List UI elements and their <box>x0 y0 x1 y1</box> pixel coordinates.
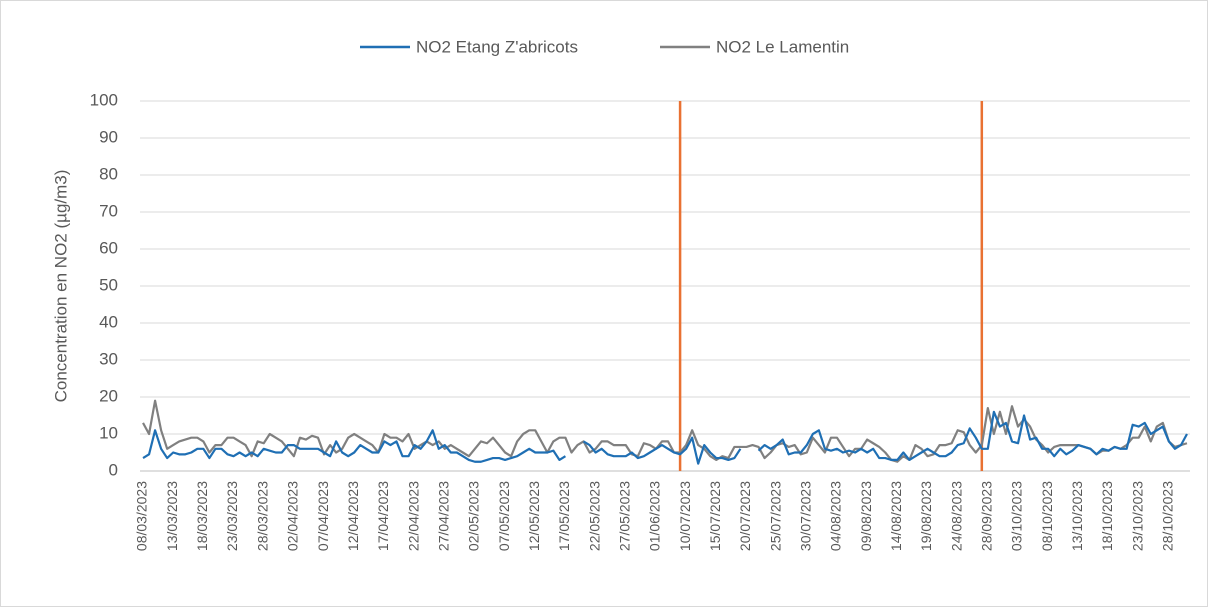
x-tick-label: 15/07/2023 <box>707 481 723 551</box>
x-tick-label: 12/05/2023 <box>526 481 542 551</box>
x-tick-label: 02/04/2023 <box>285 481 301 551</box>
x-tick-label: 17/05/2023 <box>556 481 572 551</box>
y-tick-label: 40 <box>99 312 118 331</box>
legend-label: NO2 Etang Z'abricots <box>416 37 578 56</box>
y-tick-label: 70 <box>99 201 118 220</box>
y-tick-label: 0 <box>109 460 118 479</box>
x-tick-label: 08/03/2023 <box>134 481 150 551</box>
x-tick-label: 23/03/2023 <box>224 481 240 551</box>
x-tick-label: 10/07/2023 <box>677 481 693 551</box>
y-tick-label: 10 <box>99 423 118 442</box>
y-tick-label: 80 <box>99 164 118 183</box>
x-tick-label: 19/08/2023 <box>918 481 934 551</box>
x-tick-label: 13/03/2023 <box>164 481 180 551</box>
y-tick-label: 30 <box>99 349 118 368</box>
y-axis-title: Concentration en NO2 (µg/m3) <box>51 170 70 403</box>
x-tick-label: 14/08/2023 <box>888 481 904 551</box>
x-tick-label: 04/08/2023 <box>828 481 844 551</box>
x-tick-label: 01/06/2023 <box>647 481 663 551</box>
x-tick-label: 28/03/2023 <box>254 481 270 551</box>
y-tick-label: 100 <box>90 90 118 109</box>
x-tick-label: 24/08/2023 <box>948 481 964 551</box>
x-tick-label: 07/04/2023 <box>315 481 331 551</box>
series-line <box>142 429 567 463</box>
y-tick-label: 60 <box>99 238 118 257</box>
y-tick-label: 90 <box>99 127 118 146</box>
x-tick-label: 03/10/2023 <box>1009 481 1025 551</box>
y-tick-label: 20 <box>99 386 118 405</box>
x-tick-label: 07/05/2023 <box>496 481 512 551</box>
x-tick-label: 17/04/2023 <box>375 481 391 551</box>
x-tick-label: 13/10/2023 <box>1069 481 1085 551</box>
legend-label: NO2 Le Lamentin <box>716 37 849 56</box>
x-tick-label: 18/03/2023 <box>194 481 210 551</box>
x-tick-label: 08/10/2023 <box>1039 481 1055 551</box>
y-tick-label: 50 <box>99 275 118 294</box>
series-line <box>142 399 1188 463</box>
x-tick-label: 27/04/2023 <box>435 481 451 551</box>
x-tick-label: 22/05/2023 <box>586 481 602 551</box>
x-tick-label: 27/05/2023 <box>616 481 632 551</box>
x-tick-label: 28/09/2023 <box>979 481 995 551</box>
x-tick-label: 18/10/2023 <box>1099 481 1115 551</box>
x-tick-label: 20/07/2023 <box>737 481 753 551</box>
x-tick-label: 09/08/2023 <box>858 481 874 551</box>
x-tick-label: 28/10/2023 <box>1160 481 1176 551</box>
x-tick-label: 25/07/2023 <box>767 481 783 551</box>
x-tick-label: 30/07/2023 <box>798 481 814 551</box>
series-line <box>757 410 1188 461</box>
x-tick-label: 02/05/2023 <box>466 481 482 551</box>
x-tick-label: 12/04/2023 <box>345 481 361 551</box>
series-line <box>582 436 742 465</box>
x-tick-label: 23/10/2023 <box>1129 481 1145 551</box>
x-tick-label: 22/04/2023 <box>405 481 421 551</box>
